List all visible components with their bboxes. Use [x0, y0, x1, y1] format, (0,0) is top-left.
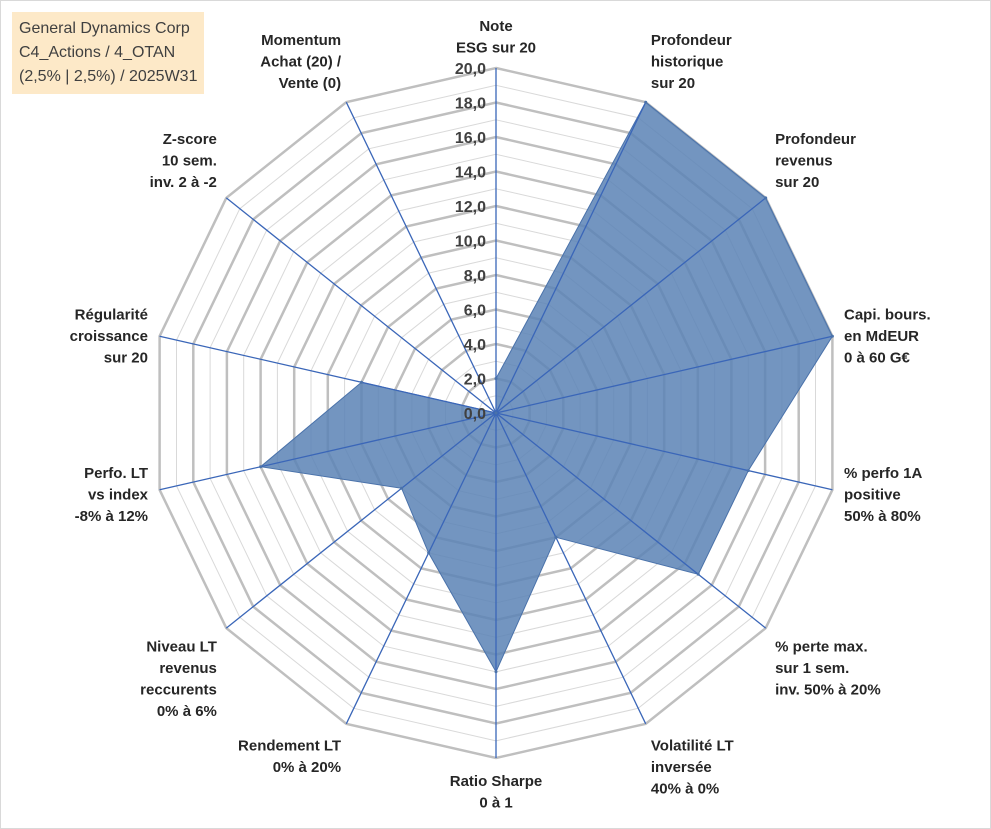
axis-label-line: Z-score [163, 131, 217, 148]
axis-label-line: 10 sem. [162, 152, 217, 169]
axis-label-line: 0 à 60 G€ [844, 349, 911, 366]
data-point [696, 572, 700, 576]
title-line-category: C4_Actions / 4_OTAN [19, 44, 176, 61]
axis-label-line: Note [479, 18, 512, 35]
axis-label-line: sur 1 sem. [775, 660, 849, 677]
axis-label-line: 50% à 80% [844, 508, 921, 525]
data-point [360, 380, 363, 384]
axis-label-line: Profondeur [775, 131, 856, 148]
axis-label: Ratio Sharpe 0 à 1 [450, 773, 543, 812]
axis-spoke [495, 335, 833, 414]
data-point [494, 670, 498, 674]
tick-label: 4,0 [464, 337, 486, 354]
axis-label-line: en MdEUR [844, 328, 919, 345]
data-point [554, 535, 558, 539]
axis-label-line: 0 à 1 [479, 795, 512, 812]
tick-label: 14,0 [455, 165, 486, 182]
axis-label: Niveau LT revenus reccurents 0% à 6% [140, 639, 217, 721]
tick-label: 20,0 [455, 61, 486, 78]
axis-label-line: revenus [159, 660, 217, 677]
axis-label: Régularité croissance sur 20 [70, 306, 148, 366]
axis-spoke [345, 412, 497, 725]
data-point [494, 411, 498, 415]
axis-label-line: Rendement LT [238, 738, 341, 755]
axis-spoke [495, 412, 767, 629]
axis-label-line: % perte max. [775, 639, 868, 656]
axis-label: Rendement LT 0% à 20% [238, 738, 341, 777]
axis-label-line: Capi. bours. [844, 306, 931, 323]
axis-label: Volatilité LT inversée 40% à 0% [651, 738, 734, 798]
axis-label: % perfo 1A positive 50% à 80% [844, 465, 923, 525]
axis-label-line: ESG sur 20 [456, 40, 536, 57]
axis-label-line: inv. 50% à 20% [775, 682, 881, 699]
axis-spoke [495, 197, 767, 414]
axis-label-line: sur 20 [104, 349, 148, 366]
tick-label: 6,0 [464, 303, 486, 320]
axis-label-line: Profondeur [651, 32, 732, 49]
tick-label: 2,0 [464, 372, 486, 389]
tick-label: 12,0 [455, 199, 486, 216]
tick-label: 10,0 [455, 234, 486, 251]
axis-label: Perfo. LT vs index -8% à 12% [75, 465, 149, 525]
axis-label-line: Perfo. LT [84, 465, 148, 482]
tick-label: 16,0 [455, 130, 486, 147]
chart-title: General Dynamics Corp C4_Actions / 4_OTA… [12, 12, 205, 94]
axis-label: % perte max. sur 1 sem. inv. 50% à 20% [775, 639, 881, 699]
axis-spoke [225, 412, 497, 629]
axis-spoke [495, 412, 833, 491]
axis-label-line: croissance [70, 328, 148, 345]
axis-label-line: Ratio Sharpe [450, 773, 543, 790]
axis-label-line: Momentum [261, 32, 341, 49]
axis-label-line: vs index [88, 487, 149, 504]
axis-label-line: positive [844, 487, 901, 504]
axis-spoke [159, 335, 497, 414]
tick-label: 8,0 [464, 268, 486, 285]
axis-label-line: sur 20 [651, 75, 695, 92]
axis-spoke [345, 101, 497, 414]
axis-label-line: Niveau LT [146, 639, 217, 656]
series-area [259, 101, 833, 673]
title-line-weights: (2,5% | 2,5%) / 2025W31 [19, 68, 198, 85]
axis-label-line: historique [651, 53, 724, 70]
axis-label: Momentum Achat (20) / Vente (0) [260, 32, 342, 92]
tick-label: 18,0 [455, 96, 486, 113]
data-point [830, 334, 834, 338]
data-point [764, 196, 768, 200]
data-point [400, 486, 404, 490]
data-point [746, 469, 750, 473]
axis-label-line: 0% à 6% [157, 703, 217, 720]
data-point [644, 100, 648, 104]
data-point [259, 465, 263, 469]
axis-label-line: % perfo 1A [844, 465, 923, 482]
axis-label: Profondeur revenus sur 20 [775, 131, 856, 191]
axis-label: Z-score 10 sem. inv. 2 à -2 [150, 131, 217, 191]
axis-label: Profondeur historique sur 20 [651, 32, 732, 92]
axis-spoke [159, 412, 497, 491]
axis-label-line: Régularité [75, 306, 148, 323]
axis-label-line: -8% à 12% [75, 508, 148, 525]
axis-spoke [495, 412, 647, 725]
axis-label-line: Vente (0) [279, 75, 342, 92]
data-point [427, 551, 431, 555]
axis-label-line: 40% à 0% [651, 781, 719, 798]
axis-label: Note ESG sur 20 [456, 18, 536, 57]
axis-label-line: inversée [651, 759, 712, 776]
data-point [494, 377, 498, 380]
axis-label-line: reccurents [140, 682, 217, 699]
axis-spoke [495, 101, 647, 414]
axis-label-line: 0% à 20% [273, 759, 341, 776]
title-line-company: General Dynamics Corp [19, 20, 190, 37]
axis-label-line: sur 20 [775, 174, 819, 191]
axis-spoke [225, 197, 497, 414]
axis-label-line: revenus [775, 152, 833, 169]
axis-label-line: inv. 2 à -2 [150, 174, 217, 191]
axis-label-line: Volatilité LT [651, 738, 734, 755]
tick-label: 0,0 [464, 406, 486, 423]
axis-label-line: Achat (20) / [260, 53, 342, 70]
axis-label: Capi. bours. en MdEUR 0 à 60 G€ [844, 306, 931, 366]
